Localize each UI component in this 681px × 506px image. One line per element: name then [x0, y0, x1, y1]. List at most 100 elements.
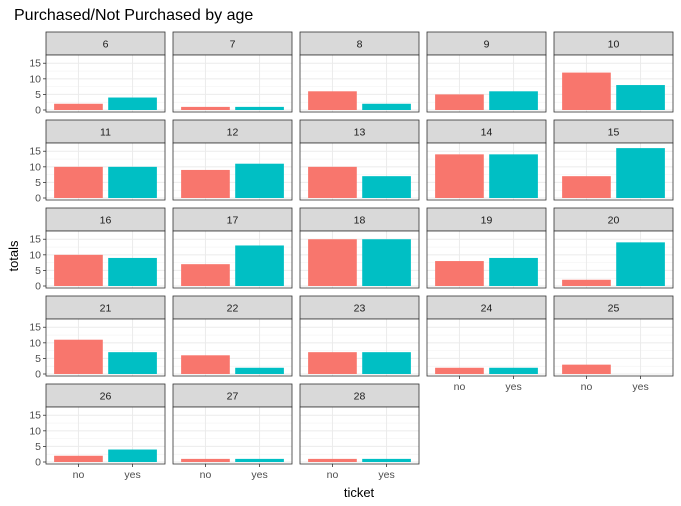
panel-border [299, 142, 420, 201]
x-tick-label: yes [251, 469, 267, 481]
y-tick-label: 10 [29, 249, 41, 261]
x-tick-label: no [200, 469, 212, 481]
facet-strip-label: 13 [354, 127, 366, 139]
x-tick-label: yes [632, 381, 648, 393]
facet-strip-label: 11 [100, 127, 111, 139]
panel-border [45, 54, 166, 113]
facet-panel-19: 19 [426, 207, 547, 289]
panel-border [299, 54, 420, 113]
y-tick-label: 0 [35, 281, 41, 293]
bar-yes-age-7 [235, 106, 284, 110]
bar-no-age-15 [562, 176, 611, 198]
facet-strip-label: 6 [103, 39, 109, 51]
panel-border [426, 142, 547, 201]
facet-strip-label: 23 [354, 303, 366, 315]
facet-strip-label: 12 [227, 127, 239, 139]
facet-panel-25: 25 no yes [553, 295, 674, 393]
bar-yes-age-20 [616, 242, 665, 286]
facet-panel-23: 23 [299, 295, 420, 377]
panel-border [45, 142, 166, 201]
x-tick-label: yes [505, 381, 521, 393]
y-tick-label: 0 [35, 193, 41, 205]
facet-strip-label: 10 [608, 39, 620, 51]
facet-panel-15: 15 [553, 119, 674, 201]
facet-panels: 6 0 5 10 15 7 8 9 10 11 0 5 10 15 12 13 14 15 16 0 5 10 15 17 18… [29, 31, 674, 481]
y-tick-label: 0 [35, 457, 41, 469]
facet-panel-16: 16 0 5 10 15 [29, 207, 166, 293]
facet-strip-label: 28 [354, 391, 366, 403]
bar-yes-age-27 [235, 458, 284, 462]
y-tick-label: 10 [29, 73, 41, 85]
bar-no-age-25 [562, 364, 611, 374]
panel-border [553, 142, 674, 201]
facet-panel-14: 14 [426, 119, 547, 201]
facet-strip-label: 8 [357, 39, 363, 51]
x-tick-label: yes [124, 469, 140, 481]
panel-border [426, 54, 547, 113]
facet-panel-22: 22 [172, 295, 293, 377]
bar-yes-age-21 [108, 352, 157, 374]
bar-no-age-7 [181, 106, 230, 110]
bar-yes-age-15 [616, 148, 665, 198]
bar-no-age-6 [54, 103, 103, 110]
x-tick-label: no [581, 381, 593, 393]
facet-strip-label: 17 [227, 215, 239, 227]
x-axis-title: ticket [344, 485, 375, 500]
bar-no-age-14 [435, 154, 484, 198]
facet-panel-20: 20 [553, 207, 674, 289]
facet-strip-label: 25 [608, 303, 620, 315]
bar-yes-age-16 [108, 257, 157, 286]
y-tick-label: 15 [29, 410, 41, 422]
facet-panel-9: 9 [426, 31, 547, 113]
bar-yes-age-18 [362, 239, 411, 286]
bar-yes-age-23 [362, 352, 411, 374]
facet-panel-7: 7 [172, 31, 293, 113]
bar-yes-age-12 [235, 163, 284, 198]
facet-strip-label: 26 [100, 391, 112, 403]
bar-no-age-18 [308, 239, 357, 286]
facet-panel-17: 17 [172, 207, 293, 289]
bar-no-age-28 [308, 458, 357, 462]
facet-strip-label: 18 [354, 215, 366, 227]
panel-border [172, 142, 293, 201]
chart-title: Purchased/Not Purchased by age [14, 7, 253, 24]
x-tick-label: yes [378, 469, 394, 481]
facet-strip-label: 22 [227, 303, 239, 315]
facet-panel-28: 28 no yes [299, 383, 420, 481]
panel-border [172, 230, 293, 289]
bar-no-age-20 [562, 279, 611, 286]
facet-panel-21: 21 0 5 10 15 [29, 295, 166, 381]
y-tick-label: 5 [35, 441, 41, 453]
panel-border [172, 406, 293, 465]
bar-no-age-9 [435, 94, 484, 110]
facet-strip-label: 20 [608, 215, 620, 227]
facet-panel-26: 26 no yes 0 5 10 15 [29, 383, 166, 481]
panel-border [45, 318, 166, 377]
bar-no-age-21 [54, 339, 103, 374]
facet-panel-10: 10 [553, 31, 674, 113]
y-tick-label: 15 [29, 234, 41, 246]
bar-no-age-27 [181, 458, 230, 462]
y-tick-label: 15 [29, 146, 41, 158]
bar-yes-age-28 [362, 458, 411, 462]
y-tick-label: 0 [35, 369, 41, 381]
panel-border [172, 318, 293, 377]
bar-yes-age-14 [489, 154, 538, 198]
facet-panel-27: 27 no yes [172, 383, 293, 481]
y-tick-label: 10 [29, 337, 41, 349]
bar-yes-age-6 [108, 97, 157, 110]
y-axis-title: totals [6, 240, 21, 272]
panel-border [172, 54, 293, 113]
bar-no-age-23 [308, 352, 357, 374]
panel-border [553, 54, 674, 113]
bar-no-age-10 [562, 72, 611, 110]
y-tick-label: 10 [29, 161, 41, 173]
bar-yes-age-19 [489, 257, 538, 286]
panel-border [299, 230, 420, 289]
bar-no-age-11 [54, 166, 103, 198]
bar-yes-age-26 [108, 449, 157, 462]
facet-panel-24: 24 no yes [426, 295, 547, 393]
facet-panel-6: 6 0 5 10 15 [29, 31, 166, 117]
bar-yes-age-9 [489, 91, 538, 110]
